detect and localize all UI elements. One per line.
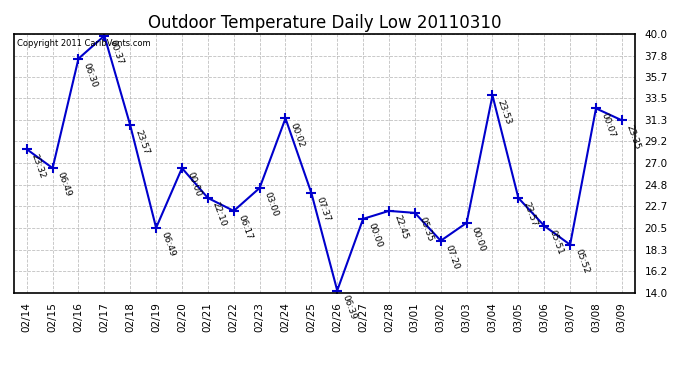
Text: 06:49: 06:49 bbox=[159, 231, 177, 258]
Text: 23:35: 23:35 bbox=[625, 123, 642, 151]
Text: 23:32: 23:32 bbox=[30, 152, 47, 179]
Text: 23:57: 23:57 bbox=[133, 128, 150, 156]
Title: Outdoor Temperature Daily Low 20110310: Outdoor Temperature Daily Low 20110310 bbox=[148, 14, 501, 32]
Text: 07:20: 07:20 bbox=[444, 244, 461, 271]
Text: 06:49: 06:49 bbox=[56, 171, 73, 198]
Text: 03:00: 03:00 bbox=[263, 191, 280, 218]
Text: 00:37: 00:37 bbox=[108, 39, 125, 66]
Text: Copyright 2011 CaribVents.com: Copyright 2011 CaribVents.com bbox=[17, 39, 150, 48]
Text: 06:17: 06:17 bbox=[237, 214, 254, 241]
Text: 00:02: 00:02 bbox=[288, 122, 306, 148]
Text: 00:00: 00:00 bbox=[185, 171, 202, 198]
Text: 23:53: 23:53 bbox=[495, 99, 513, 126]
Text: 06:39: 06:39 bbox=[340, 294, 357, 321]
Text: 23:57: 23:57 bbox=[522, 201, 539, 228]
Text: 00:00: 00:00 bbox=[366, 222, 384, 249]
Text: 00:07: 00:07 bbox=[599, 111, 616, 139]
Text: 22:45: 22:45 bbox=[392, 214, 409, 241]
Text: 07:37: 07:37 bbox=[315, 196, 332, 223]
Text: 06:30: 06:30 bbox=[81, 62, 99, 89]
Text: 05:35: 05:35 bbox=[418, 216, 435, 243]
Text: 22:10: 22:10 bbox=[211, 201, 228, 228]
Text: 05:51: 05:51 bbox=[547, 229, 564, 256]
Text: 00:00: 00:00 bbox=[470, 226, 487, 253]
Text: 05:52: 05:52 bbox=[573, 248, 591, 275]
